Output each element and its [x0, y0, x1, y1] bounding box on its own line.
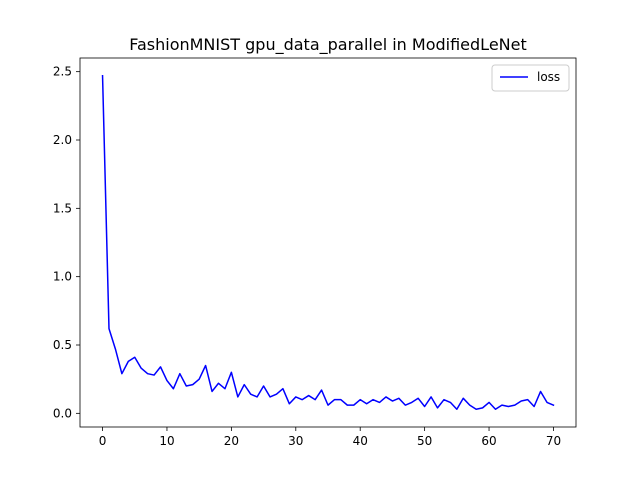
- series-line-0: [101, 75, 555, 410]
- legend: loss: [491, 64, 570, 92]
- x-tick-label: 30: [288, 434, 303, 448]
- legend-label: loss: [537, 70, 560, 84]
- x-tick-label: 0: [99, 434, 107, 448]
- y-tick-label: 0.5: [53, 338, 72, 352]
- x-tick-label: 20: [224, 434, 239, 448]
- legend-box: [491, 64, 570, 92]
- x-tick-label: 70: [546, 434, 561, 448]
- y-tick-label: 1.5: [53, 201, 72, 215]
- plot-area: [101, 75, 555, 410]
- y-tick-label: 0.0: [53, 406, 72, 420]
- axes: 0 10 20 30 40 50 60 70 0.0 0.5 1.0 1.5 2.0 2.5: [53, 57, 577, 448]
- x-tick-label: 60: [481, 434, 496, 448]
- y-tick-label: 2.0: [53, 133, 72, 147]
- axes-frame: [79, 57, 577, 428]
- y-tick-label: 2.5: [53, 65, 72, 79]
- chart-title: FashionMNIST gpu_data_parallel in Modifi…: [129, 35, 527, 55]
- x-tick-label: 10: [159, 434, 174, 448]
- y-tick-label: 1.0: [53, 270, 72, 284]
- x-tick-label: 40: [353, 434, 368, 448]
- x-tick-label: 50: [417, 434, 432, 448]
